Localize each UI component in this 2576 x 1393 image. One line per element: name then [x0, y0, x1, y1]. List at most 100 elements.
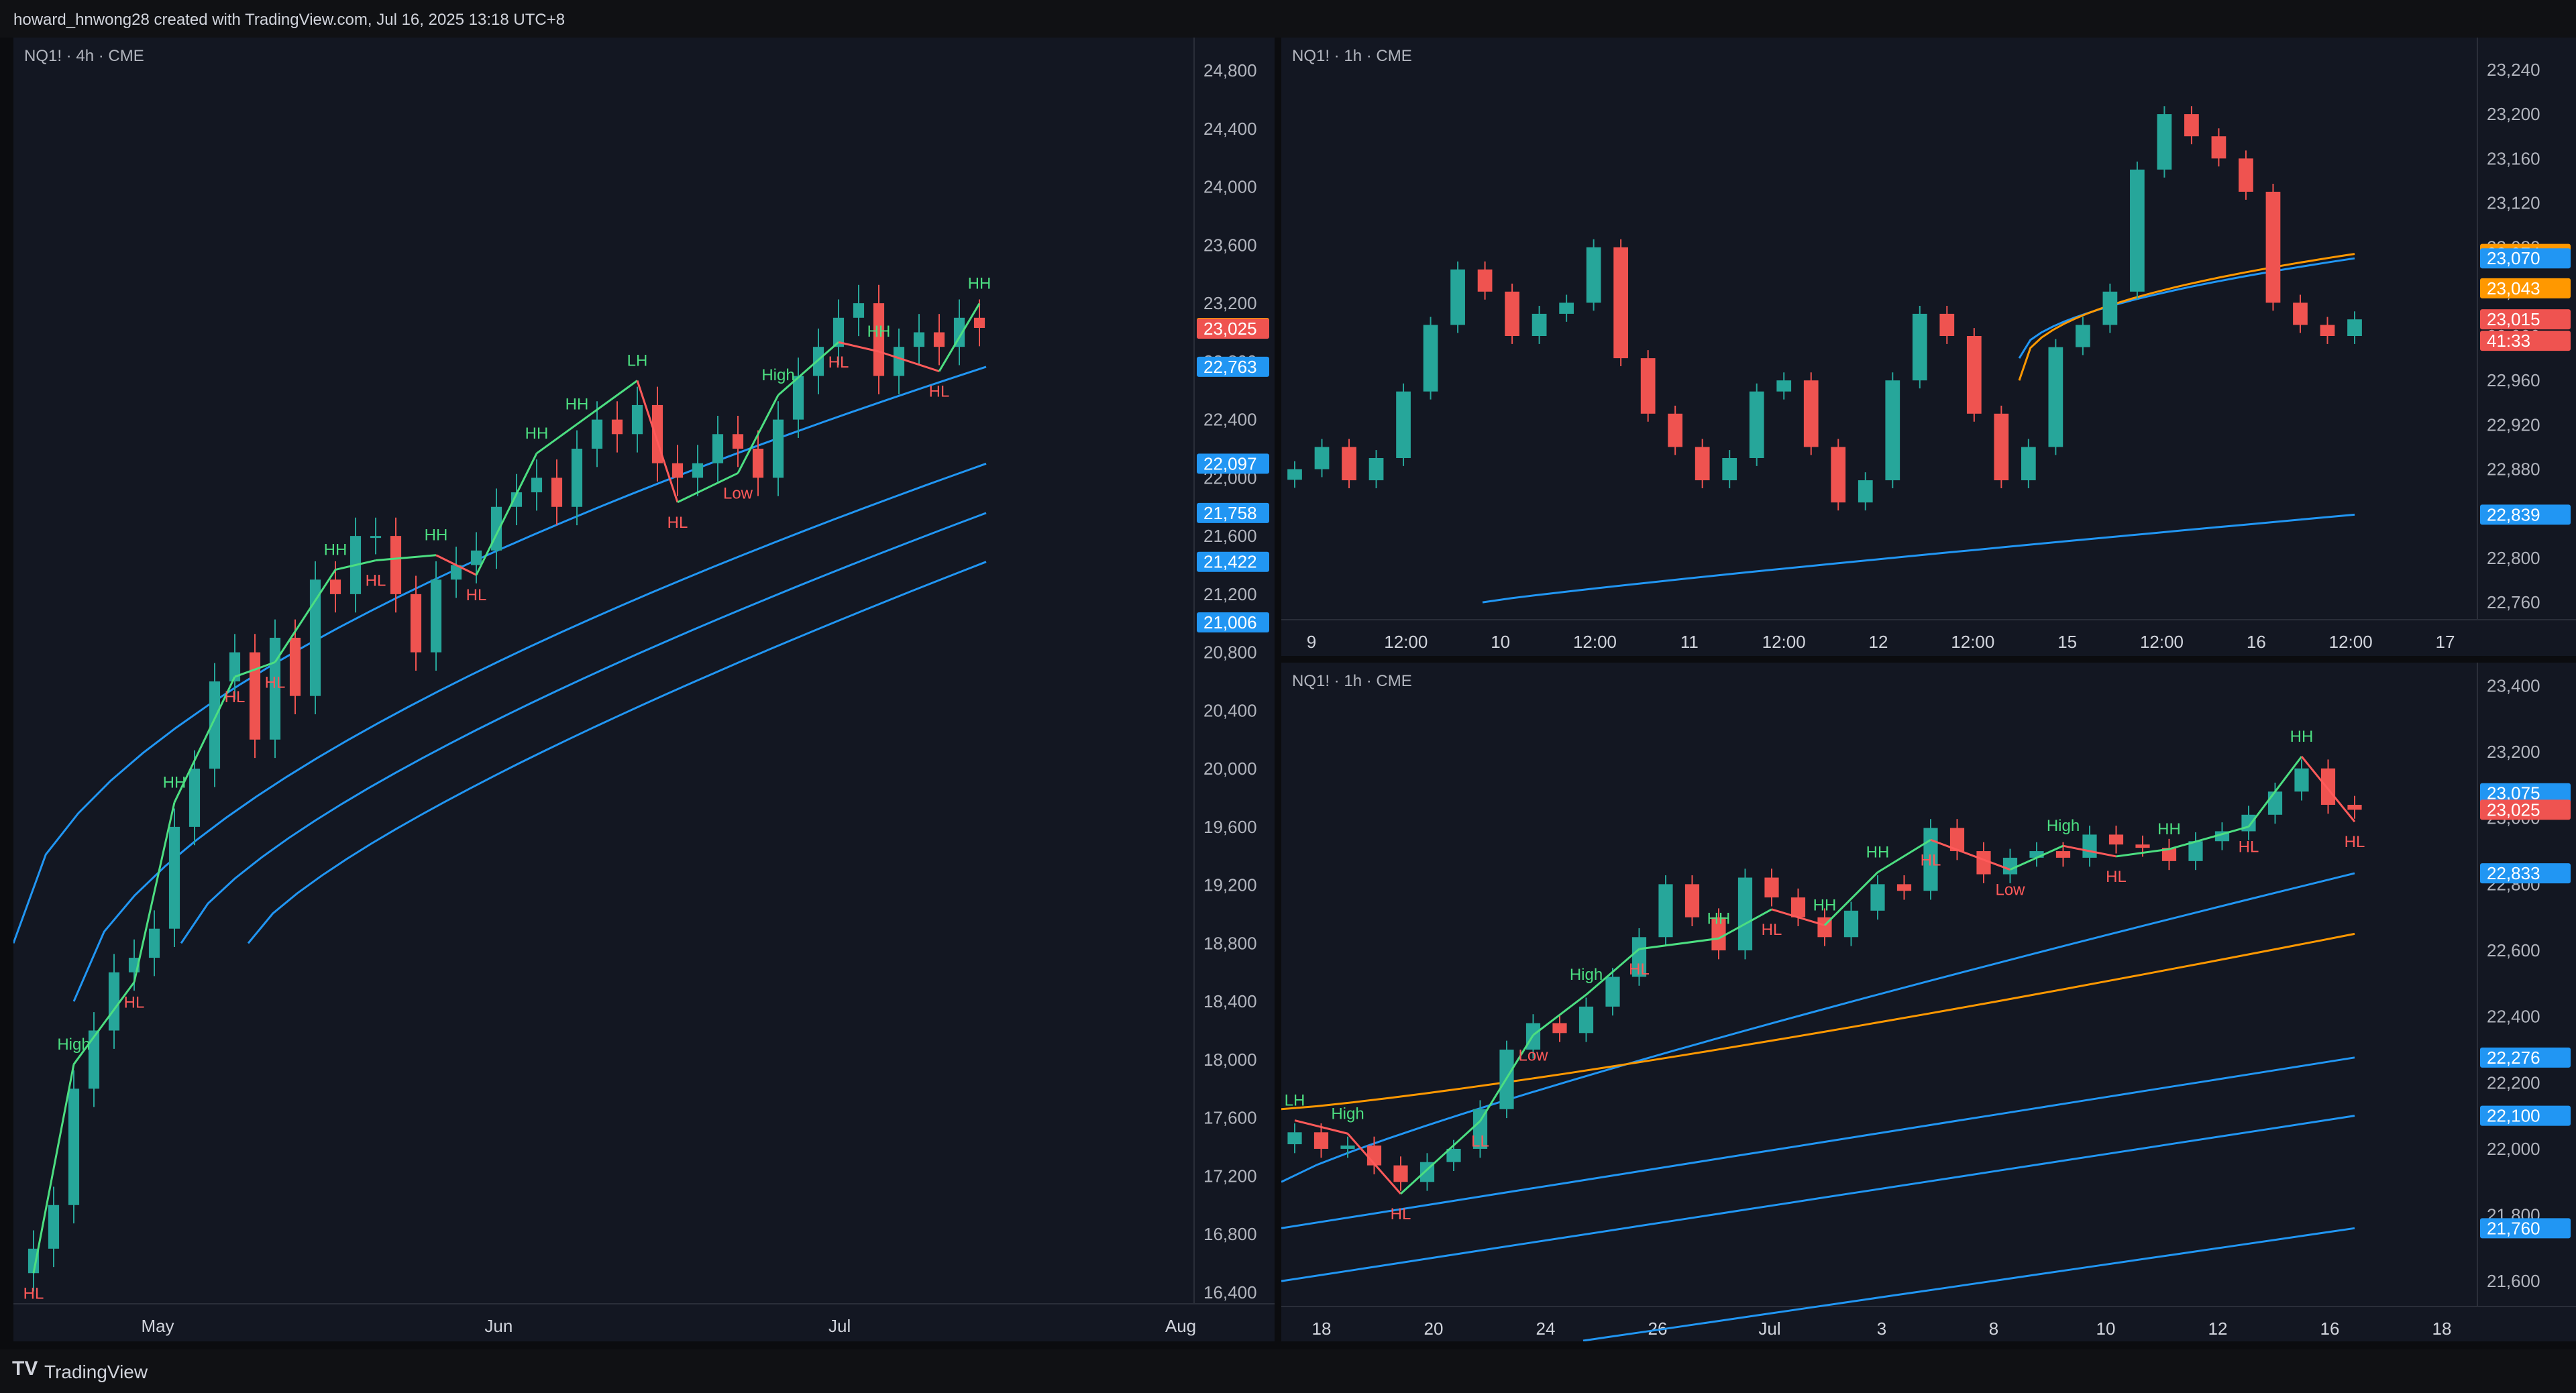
candle-body [1695, 447, 1710, 481]
price-badge [1197, 551, 1269, 572]
chart-title-4h: NQ1! · 4h · CME [24, 47, 144, 65]
y-tick-label: 17,200 [1203, 1166, 1257, 1186]
x-tick-label: 12:00 [1384, 632, 1428, 652]
x-tick-label: 12 [2208, 1319, 2228, 1339]
x-tick-label: 8 [1989, 1319, 1998, 1339]
candle-body [732, 434, 744, 449]
swing-label: HL [265, 673, 286, 691]
y-tick-label: 18,400 [1203, 991, 1257, 1011]
candle-body [1885, 380, 1900, 481]
x-tick-label: 9 [1307, 632, 1316, 652]
candle-body [1368, 457, 1384, 481]
y-tick-label: 23,400 [2487, 675, 2540, 695]
swing-label: LH [627, 351, 648, 370]
candle-body [1870, 884, 1885, 911]
zigzag-segment [1771, 908, 1825, 926]
candle-body [68, 1089, 80, 1205]
y-tick-label: 22,400 [1203, 410, 1257, 430]
candle-body [2293, 302, 2308, 325]
candle-body [2135, 844, 2150, 848]
candle-body [551, 478, 563, 507]
candle-body [1640, 358, 1656, 414]
chart-panel-1h-top[interactable]: 23,24023,20023,16023,12023,08023,04023,0… [1281, 38, 2576, 656]
chart-4h-canvas[interactable]: 24,80024,40024,00023,60023,20022,80022,4… [13, 38, 1275, 1341]
price-badge-text: 21,758 [1203, 503, 1257, 523]
candle-body [1313, 1132, 1329, 1149]
chart-panel-1h-bottom[interactable]: 23,40023,20023,00022,80022,60022,40022,2… [1281, 663, 2576, 1341]
x-tick-label: 16 [2247, 632, 2266, 652]
y-tick-label: 20,400 [1203, 700, 1257, 720]
chart-1h-top-canvas[interactable]: 23,24023,20023,16023,12023,08023,04023,0… [1281, 38, 2576, 656]
candle-body [913, 332, 925, 347]
candle-body [1976, 851, 1991, 875]
price-badge [2480, 1105, 2571, 1126]
swing-label: HL [667, 514, 688, 532]
swing-label: LH [1285, 1092, 1305, 1110]
candle-body [370, 536, 382, 539]
zigzag-segment [32, 1064, 75, 1274]
swing-label: HH [867, 323, 891, 341]
candle-body [2130, 169, 2145, 292]
y-tick-label: 24,400 [1203, 119, 1257, 139]
moving-average-line-1 [1281, 872, 2355, 1183]
chart-panel-4h[interactable]: 24,80024,40024,00023,60023,20022,80022,4… [13, 38, 1275, 1341]
candle-body [1831, 447, 1846, 503]
tradingview-logo-icon: TV [12, 1357, 38, 1380]
candle-body [1658, 884, 1673, 938]
price-badge [1197, 502, 1269, 523]
candle-body [672, 463, 684, 478]
price-badge-text: 22,097 [1203, 453, 1257, 473]
candle-body [1423, 325, 1438, 392]
candle-body [2021, 447, 2036, 481]
chart-title-1h-top: NQ1! · 1h · CME [1292, 47, 1412, 65]
swing-label: Low [1518, 1046, 1548, 1064]
price-badge-text: 22,763 [1203, 357, 1257, 377]
candle-body [2082, 834, 2097, 858]
price-badge-text: 22,276 [2487, 1048, 2540, 1068]
candle-body [1776, 380, 1792, 392]
candle-body [289, 637, 301, 696]
candle-body [2108, 834, 2124, 845]
candle-body [2239, 158, 2253, 192]
candle-body [1737, 877, 1753, 951]
candle-body [1605, 977, 1620, 1007]
tradingview-brand: TradingView [44, 1361, 148, 1382]
y-tick-label: 22,400 [2487, 1007, 2540, 1027]
moving-average-line-2 [1281, 932, 2355, 1111]
candle-body [1613, 247, 1629, 359]
y-tick-label: 22,760 [2487, 592, 2540, 612]
candle-body [1749, 391, 1764, 458]
swing-label: HH [324, 541, 347, 559]
zigzag-segment [777, 341, 839, 396]
x-tick-label: Jul [1758, 1319, 1780, 1339]
swing-label: High [57, 1036, 90, 1054]
zigzag-segment [938, 302, 981, 372]
candle-body [168, 826, 180, 929]
candle-body [1966, 336, 1982, 414]
chart-1h-bottom-canvas[interactable]: 23,40023,20023,00022,80022,60022,40022,2… [1281, 663, 2576, 1341]
y-tick-label: 23,120 [2487, 192, 2540, 213]
zigzag-segment [2169, 826, 2249, 850]
price-badge [2480, 504, 2571, 525]
swing-label: High [1331, 1105, 1364, 1123]
candle-body [1314, 447, 1330, 469]
candle-body [2076, 325, 2090, 347]
candle-body [2265, 191, 2281, 303]
zigzag-segment [133, 802, 176, 983]
price-badge-text: 21,006 [1203, 612, 1257, 632]
zigzag-segment [737, 394, 780, 474]
y-tick-label: 20,800 [1203, 643, 1257, 663]
candle-body [1340, 1146, 1355, 1149]
x-tick-label: 12:00 [1762, 632, 1806, 652]
zigzag-segment [1346, 1133, 1402, 1195]
candle-body [511, 492, 523, 507]
candle-body [1764, 877, 1779, 898]
price-badge [1197, 319, 1269, 339]
y-tick-label: 17,600 [1203, 1108, 1257, 1128]
zigzag-segment [1585, 948, 1640, 996]
candle-body [1446, 1148, 1461, 1162]
chart-title-1h-bottom: NQ1! · 1h · CME [1292, 672, 1412, 690]
y-tick-label: 18,800 [1203, 933, 1257, 953]
x-tick-label: 10 [2096, 1319, 2116, 1339]
y-tick-label: 19,200 [1203, 875, 1257, 895]
